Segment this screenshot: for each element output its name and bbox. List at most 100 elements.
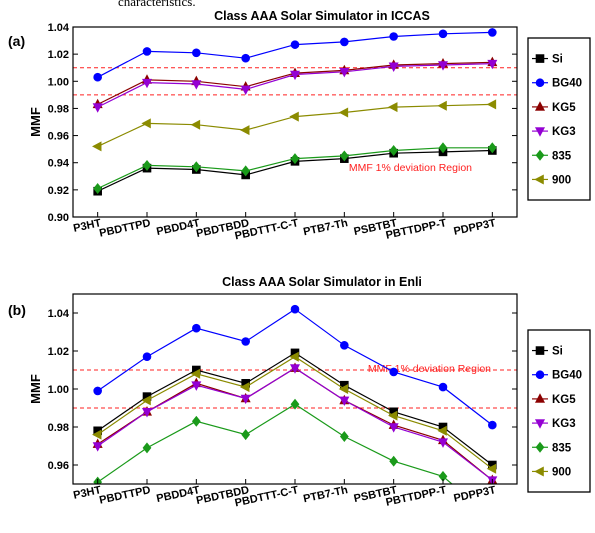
data-point — [438, 61, 448, 71]
legend-marker — [535, 419, 545, 429]
data-point — [340, 37, 349, 47]
series-835 — [93, 398, 496, 523]
x-tick-label: PTB7-Th — [302, 484, 349, 505]
legend-marker — [535, 78, 545, 88]
data-point — [142, 159, 152, 171]
y-tick-label: 0.96 — [48, 460, 69, 472]
data-point — [240, 382, 250, 393]
legend: Si BG40 KG5 KG3 835 900 — [527, 37, 591, 201]
legend-label: BG40 — [552, 78, 582, 90]
y-tick-label: 1.04 — [48, 308, 70, 320]
data-point — [241, 337, 250, 346]
legend-entry: KG3 — [532, 126, 576, 138]
data-point — [290, 304, 300, 314]
legend-label: 900 — [552, 174, 571, 186]
x-tick-label: PTB7-Th — [302, 217, 349, 238]
x-tick-label: PBDTTPD — [98, 484, 151, 507]
legend-marker — [535, 101, 545, 111]
data-point — [92, 429, 102, 440]
data-point — [389, 32, 398, 41]
legend-label: BG40 — [552, 370, 582, 382]
data-point — [190, 368, 201, 379]
data-point — [240, 125, 250, 136]
x-tick-label: P3HT — [72, 217, 102, 235]
series-835 — [93, 142, 497, 194]
data-point — [241, 53, 250, 63]
legend-label: 835 — [552, 150, 572, 162]
data-point — [437, 425, 447, 436]
data-point — [191, 161, 201, 173]
y-tick-label: 0.98 — [48, 422, 69, 434]
x-tick-label: PBDTTPD — [98, 217, 151, 240]
chart-title: Class AAA Solar Simulator in Enli — [222, 275, 422, 289]
chart-title: Class AAA Solar Simulator in ICCAS — [214, 9, 430, 23]
chart-panel-2: Class AAA Solar Simulator in Enli (b) MMF M… — [8, 275, 591, 523]
legend-box — [527, 329, 591, 493]
data-point — [486, 463, 497, 474]
data-point — [388, 423, 399, 433]
chart-panel-1: Class AAA Solar Simulator in ICCAS (a) MMF… — [8, 9, 591, 242]
series-KG5 — [92, 362, 498, 484]
legend-marker — [535, 393, 545, 403]
legend-marker — [534, 174, 544, 185]
y-axis-label: MMF — [28, 374, 43, 404]
deviation-band-label: MMF 1% deviation Region — [368, 363, 491, 375]
data-point — [488, 28, 497, 37]
data-point — [141, 118, 151, 129]
data-point — [142, 442, 152, 454]
data-point — [190, 119, 201, 130]
series-KG3 — [92, 364, 498, 484]
data-point — [191, 415, 201, 427]
deviation-band-label: MMF 1% deviation Region — [349, 162, 472, 174]
legend-label: KG3 — [552, 418, 576, 430]
data-point — [92, 442, 103, 452]
data-point — [93, 183, 103, 194]
y-tick-label: 1.02 — [48, 49, 69, 61]
data-point — [191, 381, 202, 391]
data-point — [192, 48, 201, 58]
data-point — [92, 103, 103, 113]
y-tick-label: 1.02 — [48, 346, 69, 358]
data-point — [339, 67, 350, 78]
legend: Si BG40 KG5 KG3 835 900 — [527, 329, 591, 493]
data-point — [240, 85, 251, 96]
y-tick-label: 0.90 — [48, 212, 69, 224]
legend-marker — [535, 370, 545, 380]
data-point — [340, 340, 349, 350]
legend-entry: 835 — [532, 441, 572, 454]
data-point — [488, 420, 497, 430]
legend-marker — [535, 149, 545, 161]
legend-entry: 900 — [532, 466, 571, 478]
legend-entry: 900 — [532, 174, 571, 186]
data-point — [339, 150, 349, 162]
legend-marker — [534, 466, 544, 477]
y-tick-label: 0.96 — [48, 131, 69, 143]
legend-label: KG3 — [552, 126, 576, 138]
data-point — [488, 513, 496, 523]
series-BG40 — [93, 28, 497, 82]
legend-box — [527, 37, 591, 201]
data-point — [487, 59, 498, 70]
data-point — [389, 145, 399, 156]
plot-area — [92, 304, 498, 523]
legend-entry: Si — [532, 346, 563, 358]
data-point — [389, 455, 399, 467]
data-point — [438, 142, 448, 154]
data-point — [142, 47, 152, 56]
data-point — [486, 99, 497, 110]
data-point — [438, 29, 448, 39]
legend-label: 900 — [552, 466, 571, 478]
plot-area — [92, 28, 498, 196]
legend-entry: BG40 — [532, 370, 582, 382]
y-tick-label: 1.00 — [48, 384, 69, 396]
legend-label: KG5 — [552, 102, 576, 114]
data-point — [290, 364, 300, 374]
x-tick-label: PDPP3T — [453, 484, 498, 505]
data-point — [338, 107, 349, 118]
legend-marker — [535, 441, 545, 453]
y-tick-label: 0.94 — [48, 158, 70, 170]
y-tick-label: 1.00 — [48, 76, 69, 88]
y-tick-label: 0.92 — [48, 185, 69, 197]
legend-entry: 835 — [532, 149, 572, 162]
